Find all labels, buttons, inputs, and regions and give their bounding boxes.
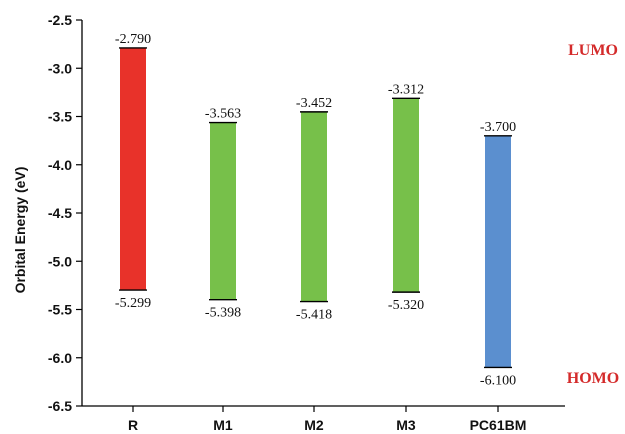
value-labels-group: -2.790 -5.299 -3.563 -5.398 -3.452 -5.418 -3.3…	[115, 32, 516, 388]
bar-m2	[301, 111, 327, 302]
bars-group	[119, 47, 512, 369]
lumo-value-label: -3.312	[388, 82, 424, 97]
x-tick-label: R	[128, 417, 138, 433]
bar-m3	[393, 98, 419, 293]
homo-value-label: -6.100	[480, 373, 516, 388]
x-tick-label: M2	[304, 417, 324, 433]
bar-pc61bm	[485, 135, 511, 368]
axes: -2.5 -3.0 -3.5 -4.0 -4.5 -5.0 -5.5 -6.0 -6.5 R M1 M…	[48, 12, 565, 433]
homo-annotation: HOMO	[567, 370, 619, 387]
y-tick-label: -3.0	[48, 60, 72, 76]
y-tick-label: -4.0	[48, 157, 72, 173]
lumo-value-label: -3.563	[205, 107, 241, 122]
y-tick-label: -5.5	[48, 302, 72, 318]
homo-value-label: -5.418	[296, 308, 332, 323]
y-tick-label: -5.0	[48, 253, 72, 269]
bar-m1	[210, 122, 236, 300]
y-tick-label: -6.0	[48, 350, 72, 366]
lumo-value-label: -3.452	[296, 96, 332, 111]
x-tick-label: M1	[213, 417, 233, 433]
bar-r	[120, 47, 146, 291]
y-axis-label: Orbital Energy (eV)	[12, 167, 28, 294]
x-tick-label: M3	[396, 417, 416, 433]
lumo-value-label: -3.700	[480, 120, 516, 135]
y-tick-label: -3.5	[48, 109, 72, 125]
x-tick-label: PC61BM	[470, 417, 527, 433]
lumo-value-label: -2.790	[115, 32, 151, 47]
homo-value-label: -5.320	[388, 298, 424, 313]
homo-value-label: -5.398	[205, 306, 241, 321]
y-tick-label: -2.5	[48, 12, 72, 28]
homo-value-label: -5.299	[115, 296, 151, 311]
y-tick-label: -6.5	[48, 398, 72, 414]
y-tick-label: -4.5	[48, 205, 72, 221]
lumo-annotation: LUMO	[568, 42, 618, 59]
